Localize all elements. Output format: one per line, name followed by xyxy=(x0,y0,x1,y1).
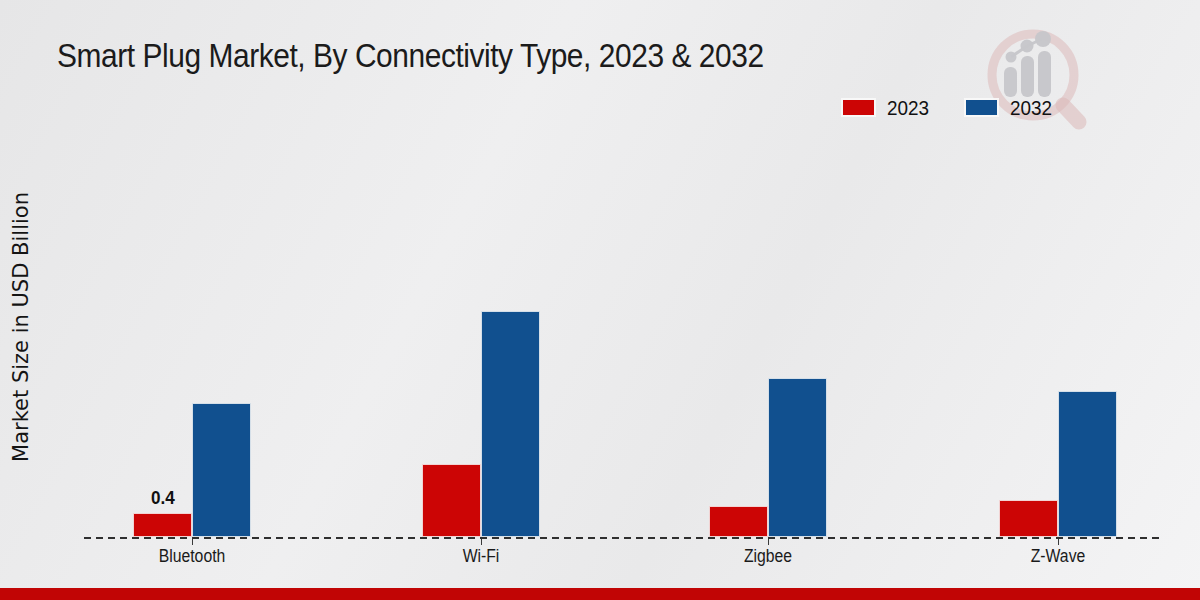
category-label-bluetooth: Bluetooth xyxy=(159,546,226,567)
bar-value-label-2023-bluetooth: 0.4 xyxy=(151,488,175,509)
x-tick-zigbee xyxy=(768,539,769,545)
bar-2023-zigbee xyxy=(709,506,768,537)
category-label-wi-fi: Wi-Fi xyxy=(462,546,499,567)
bar-2032-zigbee xyxy=(768,378,827,537)
bottom-accent-bar xyxy=(0,588,1200,600)
bar-2032-wi-fi xyxy=(481,311,540,537)
category-label-zigbee: Zigbee xyxy=(744,546,792,567)
chart-canvas: Smart Plug Market, By Connectivity Type,… xyxy=(0,0,1200,600)
bar-2023-bluetooth xyxy=(133,513,192,537)
category-label-z-wave: Z-Wave xyxy=(1030,546,1085,567)
plot-area: 0.4 Bluetooth Wi-Fi Zigbee Z-Wave xyxy=(0,0,1200,600)
bar-2023-wi-fi xyxy=(422,464,481,537)
bar-2032-bluetooth xyxy=(192,403,251,537)
bar-2032-z-wave xyxy=(1058,391,1117,537)
x-tick-wi-fi xyxy=(481,539,482,545)
x-axis-line xyxy=(84,537,1164,539)
x-tick-z-wave xyxy=(1058,539,1059,545)
x-tick-bluetooth xyxy=(192,539,193,545)
bar-2023-z-wave xyxy=(999,500,1058,537)
